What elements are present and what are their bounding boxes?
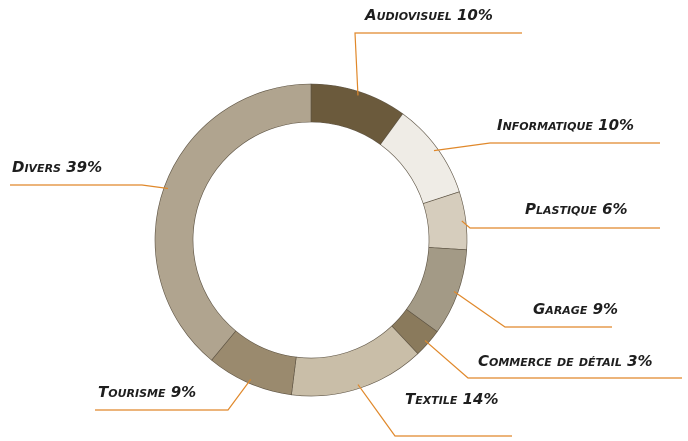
category-label: Audiovisuel xyxy=(364,6,452,24)
category-label: Commerce de détail xyxy=(478,352,622,370)
donut-segment xyxy=(291,325,419,397)
leader-line xyxy=(357,384,512,437)
value-label: 14% xyxy=(463,390,499,408)
value-label: 10% xyxy=(457,6,493,24)
slice-label: Tourisme 9% xyxy=(98,383,196,401)
leader-line xyxy=(424,340,682,379)
slice-label: Garage 9% xyxy=(533,300,618,318)
category-label: Plastique xyxy=(525,200,597,218)
slice-label: Audiovisuel 10% xyxy=(364,6,493,24)
slice-label: Informatique 10% xyxy=(497,116,634,134)
category-label: Informatique xyxy=(497,116,593,134)
leader-line xyxy=(453,290,612,328)
leader-line xyxy=(95,379,252,411)
leader-line xyxy=(354,32,522,96)
slice-label: Commerce de détail 3% xyxy=(478,352,653,370)
slice-label: Divers 39% xyxy=(12,158,102,176)
donut-segment xyxy=(154,83,312,361)
value-label: 10% xyxy=(598,116,634,134)
value-label: 9% xyxy=(593,300,618,318)
category-label: Tourisme xyxy=(98,383,166,401)
category-label: Garage xyxy=(533,300,588,318)
leader-line xyxy=(10,184,169,190)
leader-line xyxy=(433,142,660,152)
category-label: Divers xyxy=(12,158,61,176)
value-label: 9% xyxy=(171,383,196,401)
leader-line xyxy=(461,220,660,229)
category-label: Textile xyxy=(405,390,458,408)
value-label: 3% xyxy=(627,352,652,370)
slice-label: Textile 14% xyxy=(405,390,499,408)
value-label: 6% xyxy=(602,200,627,218)
slice-label: Plastique 6% xyxy=(525,200,628,218)
value-label: 39% xyxy=(66,158,102,176)
